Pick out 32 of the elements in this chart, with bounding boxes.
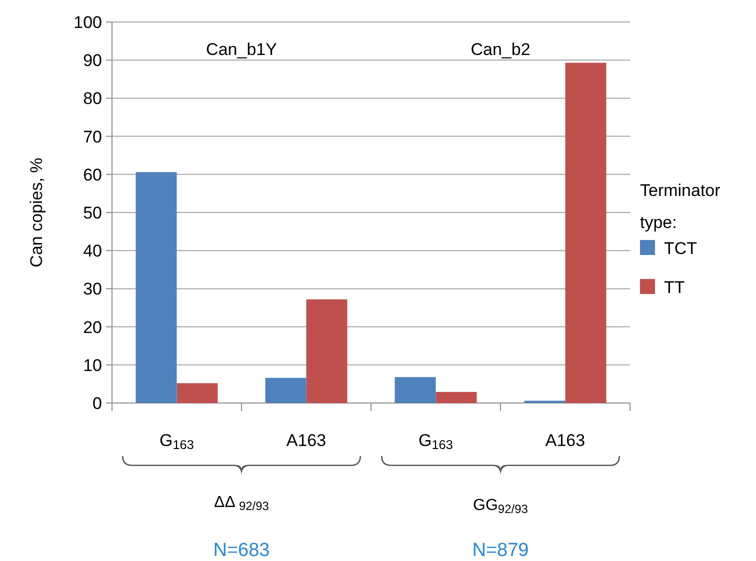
bar bbox=[565, 62, 606, 403]
y-tick-label: 10 bbox=[83, 356, 102, 375]
y-axis-title: Can copies, % bbox=[27, 158, 46, 268]
text: GG$_{92/93}$ bbox=[473, 497, 528, 516]
annotation: Can_b1Y bbox=[206, 40, 277, 59]
y-tick-label: 50 bbox=[83, 203, 102, 222]
x-tick-label: G$_{163}$ bbox=[418, 431, 454, 452]
bar bbox=[265, 378, 306, 403]
bar bbox=[306, 299, 348, 403]
text: N=879 bbox=[472, 540, 529, 561]
y-tick-label: 80 bbox=[83, 89, 102, 108]
x-tick-label: A163 bbox=[545, 431, 586, 450]
bar bbox=[136, 172, 177, 403]
bar bbox=[394, 377, 436, 403]
legend-label: TCT bbox=[664, 238, 698, 258]
text: ΔΔ $_{92/93}$ bbox=[214, 494, 270, 513]
x-tick-label: A163 bbox=[286, 431, 326, 450]
bar bbox=[176, 383, 218, 403]
y-tick-label: 60 bbox=[83, 165, 102, 184]
annotation: Can_b2 bbox=[470, 40, 530, 59]
bar bbox=[436, 392, 477, 403]
y-tick-label: 30 bbox=[83, 280, 102, 299]
legend-label: TT bbox=[664, 278, 685, 297]
y-tick-label: 0 bbox=[92, 394, 102, 413]
y-tick-label: 90 bbox=[83, 51, 102, 70]
x-tick-label: G$_{163}$ bbox=[159, 431, 194, 452]
legend-title: Terminator type: bbox=[640, 181, 721, 232]
y-tick-label: 70 bbox=[83, 127, 102, 146]
y-tick-label: 20 bbox=[83, 318, 102, 337]
text: N=683 bbox=[213, 540, 270, 561]
y-tick-label: 40 bbox=[83, 242, 102, 261]
y-tick-label: 100 bbox=[74, 12, 102, 32]
